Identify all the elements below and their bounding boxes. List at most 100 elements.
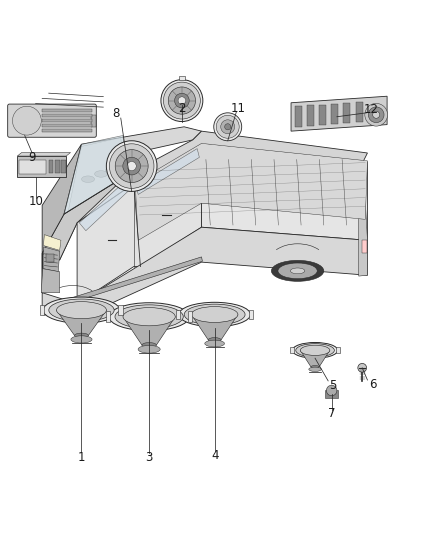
Circle shape [163,82,200,119]
Circle shape [161,79,203,122]
Ellipse shape [292,343,338,358]
Bar [336,347,340,353]
Bar [55,160,60,173]
Circle shape [123,157,141,175]
Ellipse shape [123,308,175,326]
Polygon shape [17,152,71,156]
Circle shape [168,87,195,114]
Text: 6: 6 [369,378,376,391]
Polygon shape [136,149,199,195]
Ellipse shape [290,268,305,274]
Text: 5: 5 [329,379,336,392]
Bar [325,390,338,398]
Circle shape [358,364,367,372]
Circle shape [365,103,388,126]
Bar [40,305,45,316]
Bar [188,311,192,322]
Bar [362,240,367,253]
Ellipse shape [81,176,95,182]
Polygon shape [300,350,330,367]
Ellipse shape [74,333,88,338]
Polygon shape [127,131,367,184]
Circle shape [110,144,154,188]
Circle shape [373,111,380,118]
Ellipse shape [66,308,79,313]
Polygon shape [41,269,60,293]
Polygon shape [123,317,175,345]
Circle shape [368,107,384,123]
Bar [290,347,294,353]
Text: 9: 9 [28,151,36,164]
Ellipse shape [55,303,91,317]
Bar [49,160,53,173]
Ellipse shape [191,306,238,322]
Polygon shape [77,144,201,304]
Circle shape [127,161,136,171]
Ellipse shape [49,299,114,321]
Bar [106,311,110,322]
Bar [42,119,92,122]
Ellipse shape [57,302,106,319]
Bar [19,159,46,174]
Text: 1: 1 [78,451,85,464]
Bar [118,305,123,316]
Polygon shape [57,310,106,335]
Circle shape [326,385,337,395]
Polygon shape [291,96,387,131]
Polygon shape [42,144,81,253]
Text: 10: 10 [29,196,44,208]
Bar [42,128,92,132]
Bar [91,115,96,127]
Text: 2: 2 [178,102,185,115]
Bar [42,124,92,127]
Polygon shape [42,227,367,319]
Polygon shape [57,257,202,306]
Bar [176,310,180,319]
Ellipse shape [138,345,160,353]
Bar [294,106,301,127]
Bar [356,102,363,123]
Bar [17,156,66,177]
Circle shape [214,113,242,141]
Ellipse shape [71,336,92,343]
Text: 11: 11 [231,101,246,115]
Ellipse shape [142,343,156,348]
Ellipse shape [278,263,317,279]
Ellipse shape [49,301,97,320]
Ellipse shape [179,302,251,327]
Polygon shape [68,138,125,211]
Bar [319,104,326,125]
Circle shape [12,106,41,135]
Ellipse shape [208,337,221,342]
Bar [343,103,350,123]
Bar [42,114,92,117]
Bar [249,310,253,319]
Bar [42,109,92,112]
Ellipse shape [309,367,321,372]
Ellipse shape [311,366,319,368]
Circle shape [178,97,186,104]
Circle shape [175,93,189,108]
Ellipse shape [184,304,245,325]
Text: 4: 4 [211,449,219,462]
Circle shape [115,150,148,182]
FancyBboxPatch shape [8,104,96,138]
Circle shape [20,114,34,128]
Bar [307,106,314,126]
Bar [179,77,185,79]
Text: 3: 3 [145,451,153,464]
Ellipse shape [115,305,183,328]
Ellipse shape [43,297,120,323]
Ellipse shape [272,261,324,281]
Polygon shape [191,314,238,340]
Polygon shape [359,161,367,276]
Text: 7: 7 [328,407,336,420]
Polygon shape [64,127,201,214]
Polygon shape [135,143,367,240]
Ellipse shape [296,344,334,357]
Circle shape [216,115,239,138]
Text: 8: 8 [113,107,120,120]
Bar [61,160,66,173]
Text: 12: 12 [364,103,378,116]
Bar [46,254,54,262]
